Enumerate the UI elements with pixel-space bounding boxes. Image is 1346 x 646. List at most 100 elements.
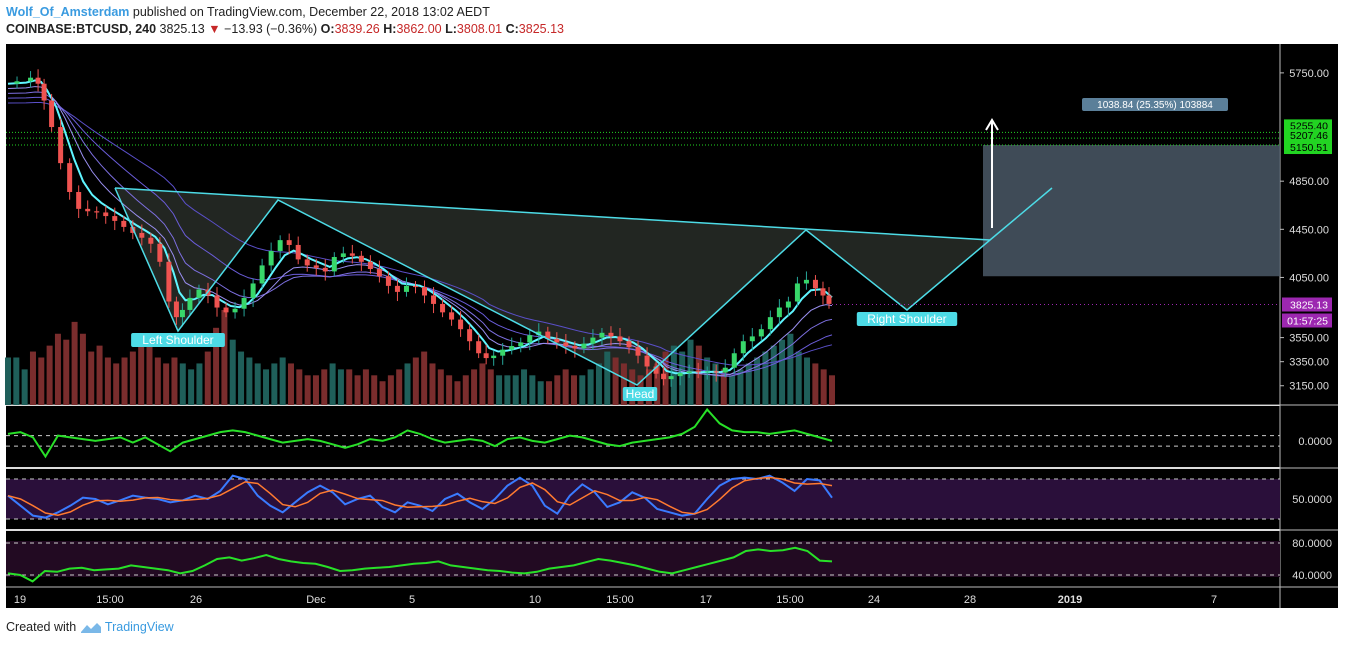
volume-bar bbox=[496, 375, 503, 405]
candle-body bbox=[749, 336, 755, 342]
down-arrow-icon: ▼ bbox=[208, 22, 221, 36]
candle-body bbox=[322, 267, 328, 272]
candle-body bbox=[713, 371, 719, 373]
candle-body bbox=[41, 83, 47, 101]
countdown-label: 01:57:25 bbox=[1287, 316, 1328, 328]
candle-body bbox=[590, 337, 596, 344]
volume-bar bbox=[246, 357, 253, 405]
candle-body bbox=[412, 285, 418, 288]
candle-body bbox=[563, 342, 569, 347]
volume-bar bbox=[104, 357, 111, 405]
volume-bar bbox=[546, 381, 553, 405]
candle-body bbox=[509, 346, 515, 350]
volume-bar bbox=[396, 369, 403, 405]
price-chart[interactable]: Left Shoulder Head Right Shoulder 1038.84 (… bbox=[0, 40, 1346, 610]
volume-bar bbox=[329, 363, 336, 405]
price-tick-label: 4850.00 bbox=[1289, 176, 1329, 188]
volume-bar bbox=[787, 333, 794, 405]
candle-body bbox=[259, 265, 265, 284]
volume-bar bbox=[462, 375, 469, 405]
price-tick-label: 5750.00 bbox=[1289, 68, 1329, 80]
time-tick-label: 15:00 bbox=[96, 594, 124, 606]
volume-bar bbox=[820, 369, 827, 405]
footer: Created with TradingView bbox=[6, 620, 174, 638]
candle-body bbox=[313, 265, 319, 268]
time-tick-label: 17 bbox=[700, 594, 712, 606]
candle-body bbox=[179, 309, 185, 318]
volume-bar bbox=[404, 363, 411, 405]
symbol[interactable]: COINBASE:BTCUSD bbox=[6, 22, 129, 36]
volume-bar bbox=[13, 357, 20, 405]
volume-bar bbox=[263, 369, 270, 405]
candle-body bbox=[599, 332, 605, 338]
volume-bar bbox=[521, 369, 528, 405]
rsi-tick-hi: 80.0000 bbox=[1292, 538, 1332, 550]
pattern-label: Left Shoulder bbox=[142, 333, 213, 347]
price-tick-label: 4050.00 bbox=[1289, 272, 1329, 284]
candle-body bbox=[49, 100, 55, 128]
open-label: O: bbox=[320, 22, 335, 36]
volume-bar bbox=[371, 375, 378, 405]
price-tick-label: 3550.00 bbox=[1289, 333, 1329, 345]
volume-bar bbox=[138, 339, 145, 405]
pattern-label: Head bbox=[626, 387, 655, 401]
publish-line: Wolf_Of_Amsterdam published on TradingVi… bbox=[6, 4, 1336, 21]
candle-body bbox=[187, 297, 193, 310]
candle-body bbox=[394, 285, 400, 292]
volume-bar bbox=[737, 369, 744, 405]
candle-body bbox=[491, 355, 497, 359]
candle-body bbox=[668, 376, 674, 380]
volume-bar bbox=[63, 339, 70, 405]
candle-body bbox=[785, 301, 791, 308]
volume-bar bbox=[213, 327, 220, 405]
volume-bar bbox=[795, 351, 802, 405]
candle-body bbox=[661, 373, 667, 380]
volume-bar bbox=[271, 363, 278, 405]
candle-body bbox=[268, 250, 274, 266]
tradingview-logo-icon bbox=[80, 622, 101, 633]
volume-bar bbox=[570, 375, 577, 405]
candle-body bbox=[722, 367, 728, 373]
candle-body bbox=[331, 256, 337, 272]
candle-body bbox=[94, 211, 100, 213]
volume-bar bbox=[171, 357, 178, 405]
indicator-pane-1 bbox=[6, 406, 1280, 467]
pattern-zigzag bbox=[114, 187, 1053, 386]
candle-body bbox=[367, 261, 373, 270]
volume-bar bbox=[129, 351, 136, 405]
volume-bar bbox=[446, 375, 453, 405]
price-change: −13.93 (−0.36%) bbox=[224, 22, 318, 36]
candle-body bbox=[196, 289, 202, 298]
volume-bar bbox=[5, 357, 11, 405]
published-text: published on TradingView.com, December 2… bbox=[132, 5, 490, 19]
price-tick-label: 3350.00 bbox=[1289, 357, 1329, 369]
volume-bar bbox=[38, 357, 45, 405]
volume-bar bbox=[379, 381, 386, 405]
volume-bar bbox=[770, 345, 777, 405]
current-price-label: 3825.13 bbox=[1290, 300, 1328, 312]
volume-bar bbox=[337, 369, 344, 405]
tradingview-link[interactable]: TradingView bbox=[104, 620, 174, 634]
volume-bar bbox=[745, 363, 752, 405]
stoch-band bbox=[6, 479, 1280, 519]
open-value: 3839.26 bbox=[334, 22, 380, 36]
candle-body bbox=[704, 371, 710, 373]
level-label: 5150.51 bbox=[1290, 142, 1328, 154]
author-link[interactable]: Wolf_Of_Amsterdam bbox=[6, 5, 130, 19]
candle-body bbox=[653, 366, 659, 374]
level-label-bg bbox=[1284, 129, 1332, 143]
rsi-band bbox=[6, 541, 1280, 577]
volume-bar bbox=[346, 369, 353, 405]
volume-bar bbox=[279, 357, 286, 405]
volume-bar bbox=[229, 339, 236, 405]
close-value: 3825.13 bbox=[518, 22, 564, 36]
candle-body bbox=[232, 308, 238, 313]
volume-bar bbox=[587, 369, 594, 405]
candle-body bbox=[581, 343, 587, 349]
level-label: 5207.46 bbox=[1290, 130, 1328, 142]
volume-bar bbox=[188, 369, 195, 405]
candle-body bbox=[572, 346, 578, 349]
volume-bar bbox=[113, 363, 120, 405]
pattern-fill bbox=[115, 188, 990, 385]
volume-bar bbox=[121, 357, 128, 405]
